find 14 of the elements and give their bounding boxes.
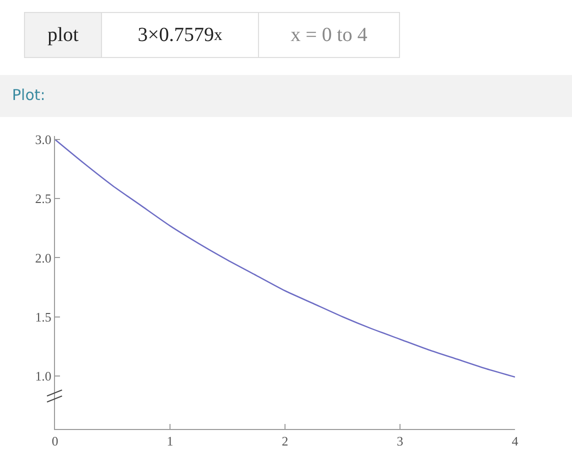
text: plot [24, 12, 102, 58]
y-tick-label: 3.0 [35, 132, 52, 148]
x-tick-label: 1 [166, 434, 174, 449]
y-tick-label: 2.5 [35, 191, 52, 206]
y-tick-label: 1.5 [35, 309, 52, 324]
line-series [55, 138, 515, 378]
x-tick-label: 4 [512, 434, 519, 449]
y-tick-label: 2.0 [35, 250, 52, 266]
x-tick-label: 3 [396, 434, 404, 449]
text: x = 0 to 4 [258, 12, 400, 58]
text: Plot: [12, 86, 46, 104]
x-tick-label: 0 [52, 434, 58, 449]
y-tick-label: 1.0 [35, 368, 52, 384]
x-tick-label: 2 [282, 434, 288, 449]
